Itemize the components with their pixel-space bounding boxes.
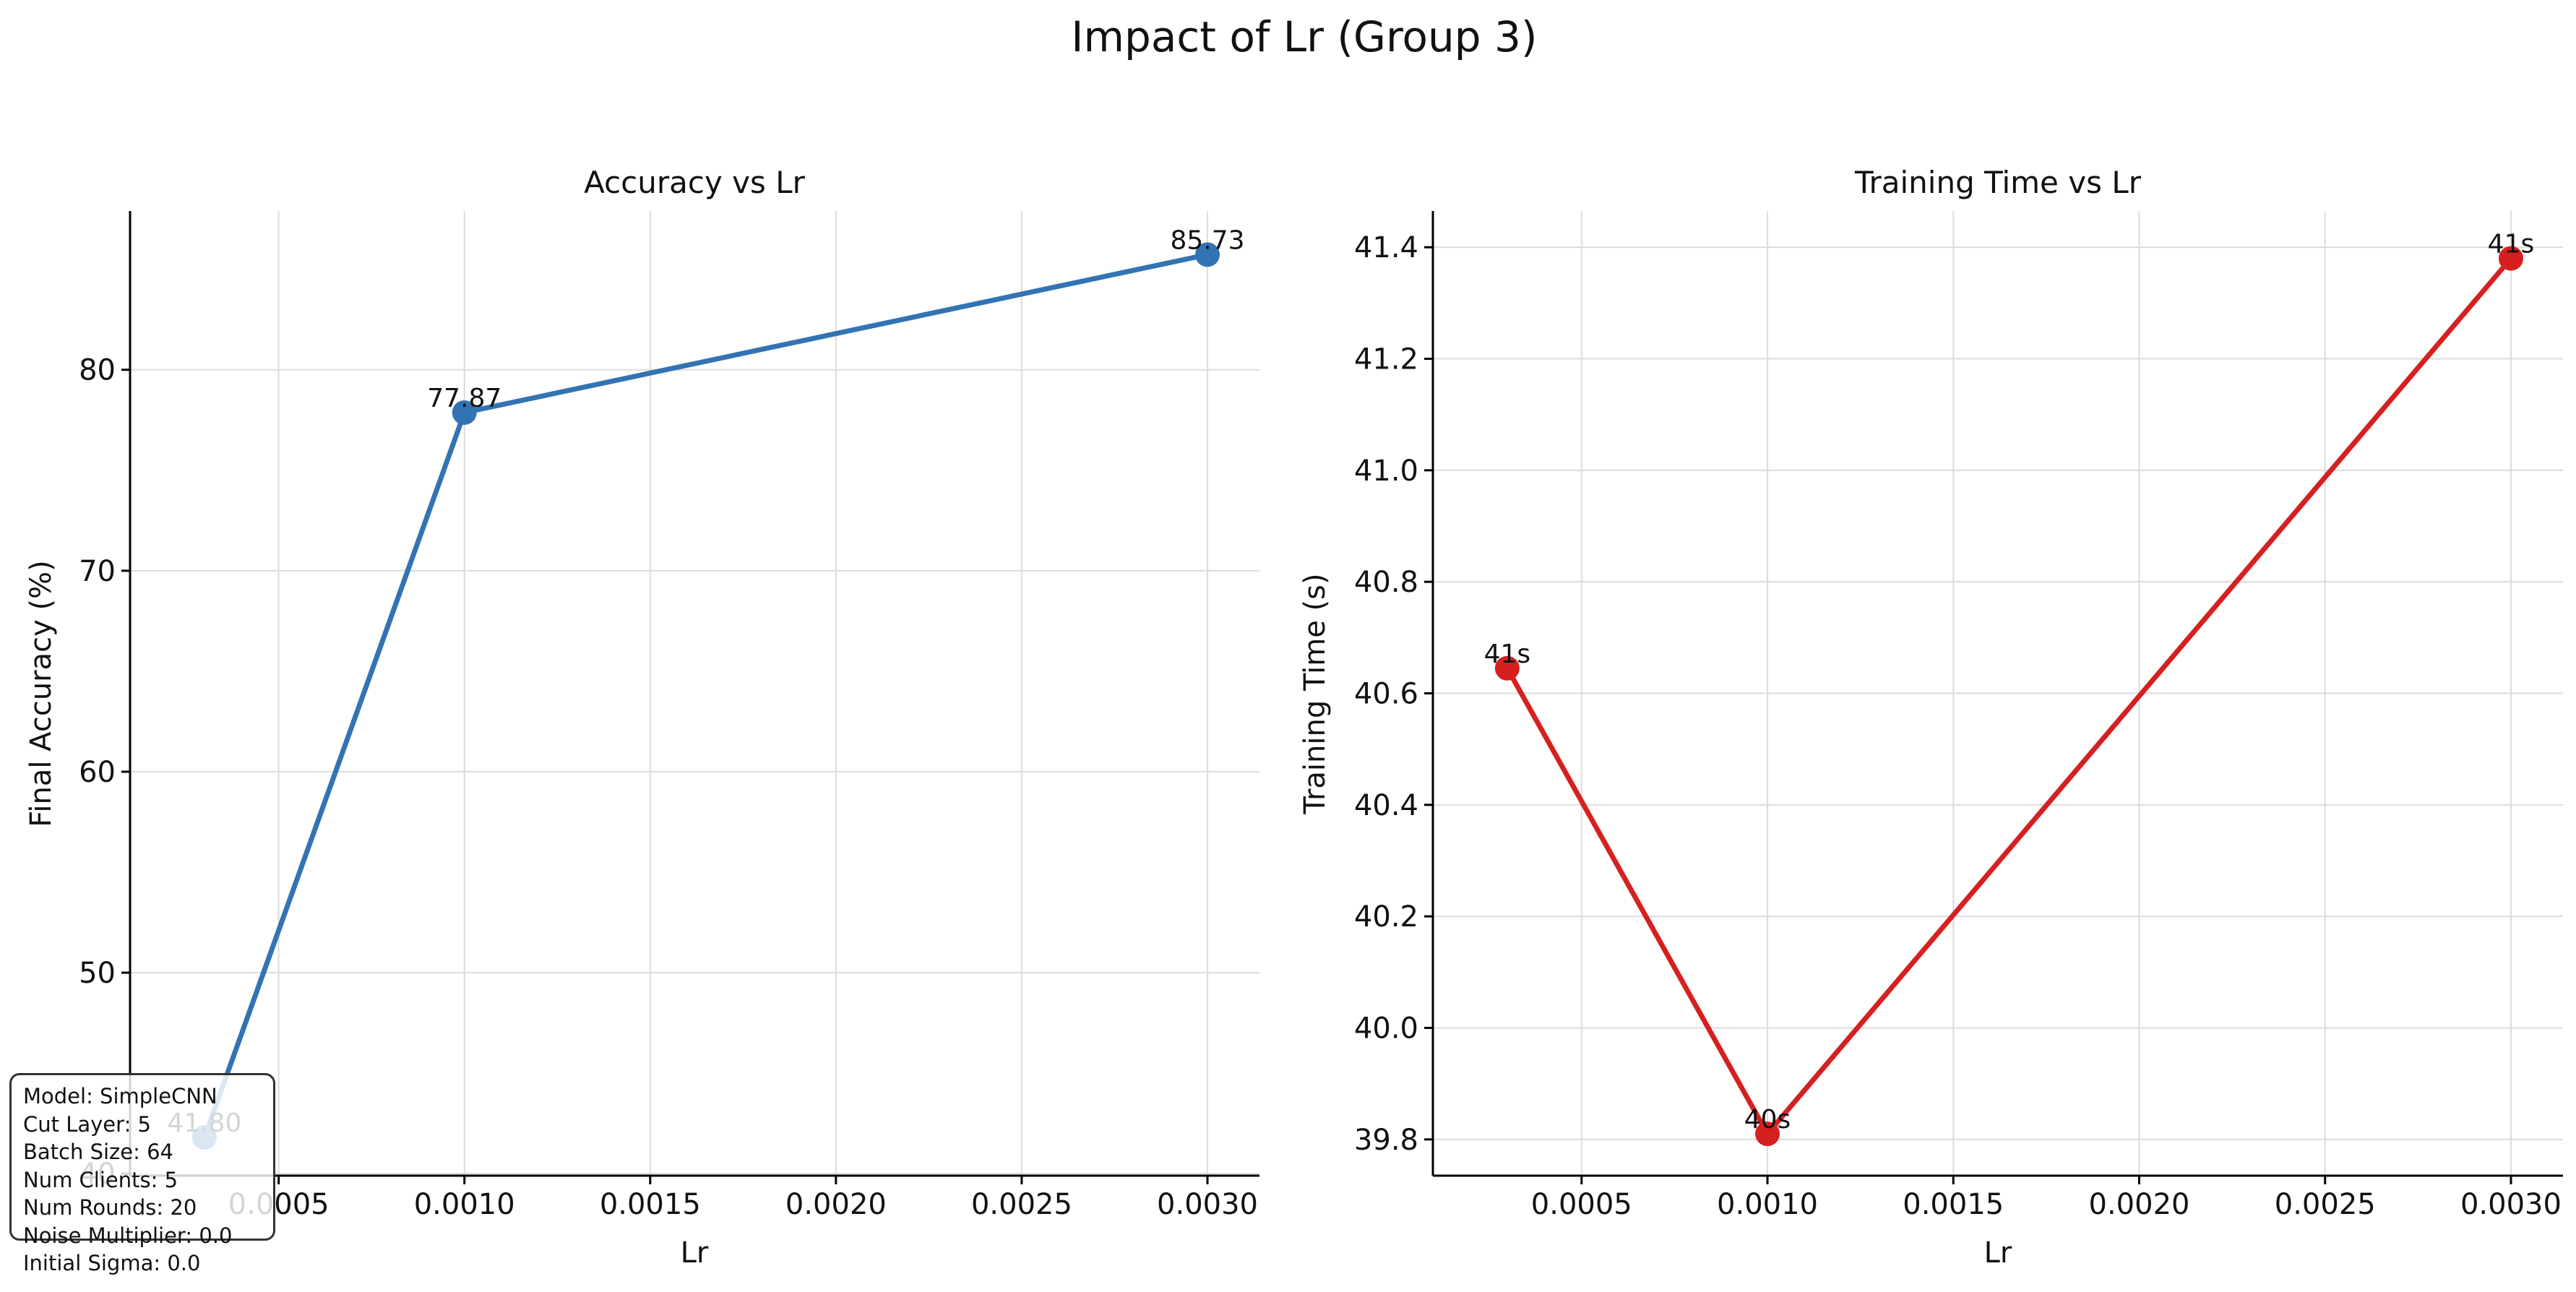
training-time-chart-title: Training Time vs Lr <box>1854 165 2142 200</box>
training-time-x-tick-label: 0.0025 <box>2275 1188 2376 1221</box>
training-time-y-tick-label: 40.4 <box>1354 789 1418 822</box>
training-time-x-tick-label: 0.0030 <box>2460 1188 2562 1221</box>
training-time-x-tick-label: 0.0010 <box>1717 1188 1818 1221</box>
training-time-chart: Training Time vs Lr Lr Training Time (s)… <box>1298 165 2563 1270</box>
info-num-rounds: Num Rounds: 20 <box>23 1195 197 1220</box>
training-time-y-tick-label: 40.6 <box>1354 678 1418 711</box>
training-time-data-point <box>2498 246 2523 271</box>
accuracy-y-tick-label: 50 <box>79 957 116 990</box>
training-time-x-tick-label: 0.0015 <box>1903 1188 2004 1221</box>
accuracy-y-tick-label: 70 <box>79 555 116 588</box>
training-time-data-label: 40s <box>1744 1105 1791 1134</box>
training-time-y-tick-label: 41.4 <box>1354 231 1418 264</box>
training-time-series-line <box>1504 257 2513 1137</box>
accuracy-chart: Accuracy vs Lr Lr Final Accuracy (%) 0.0… <box>25 165 1259 1270</box>
accuracy-data-label: 77.87 <box>427 384 501 413</box>
training-time-x-tick-label: 0.0005 <box>1531 1188 1632 1221</box>
training-time-y-tick-label: 40.0 <box>1354 1012 1418 1046</box>
training-time-x-tick-label: 0.0020 <box>2089 1188 2190 1221</box>
accuracy-y-tick-label: 80 <box>79 354 116 387</box>
accuracy-x-tick-label: 0.0010 <box>414 1188 515 1221</box>
accuracy-series-line <box>202 251 1208 1139</box>
training-time-data-label: 41s <box>1484 639 1531 669</box>
training-time-y-axis-label: Training Time (s) <box>1298 573 1332 814</box>
info-initial-sigma: Initial Sigma: 0.0 <box>23 1251 201 1275</box>
training-time-x-axis-label: Lr <box>1984 1236 2012 1270</box>
training-time-data-point <box>1755 1121 1780 1147</box>
training-time-data-point <box>1494 655 1520 681</box>
accuracy-data-point <box>452 400 477 425</box>
info-noise-multiplier: Noise Multiplier: 0.0 <box>23 1223 233 1248</box>
accuracy-data-label: 85.73 <box>1170 225 1244 255</box>
accuracy-x-tick-label: 0.0025 <box>971 1188 1072 1221</box>
training-time-y-tick-label: 39.8 <box>1354 1124 1418 1157</box>
info-batch-size: Batch Size: 64 <box>23 1140 173 1164</box>
accuracy-x-tick-label: 0.0030 <box>1157 1188 1258 1221</box>
info-model: Model: SimpleCNN <box>23 1084 217 1108</box>
accuracy-x-axis-label: Lr <box>681 1236 709 1270</box>
accuracy-y-tick-label: 60 <box>79 756 116 789</box>
figure-title: Impact of Lr (Group 3) <box>1071 12 1537 61</box>
training-time-data-label: 41s <box>2488 230 2535 259</box>
training-time-y-tick-label: 41.0 <box>1354 455 1418 488</box>
accuracy-x-tick-label: 0.0020 <box>785 1188 887 1221</box>
training-time-y-tick-label: 40.8 <box>1354 566 1418 599</box>
accuracy-data-point <box>1195 242 1220 267</box>
training-time-y-tick-label: 41.2 <box>1354 343 1418 376</box>
training-time-y-tick-label: 40.2 <box>1354 900 1418 934</box>
accuracy-chart-title: Accuracy vs Lr <box>584 165 806 200</box>
experiment-info-box: Model: SimpleCNN Cut Layer: 5 Batch Size… <box>9 1073 275 1275</box>
accuracy-x-tick-label: 0.0015 <box>600 1188 701 1221</box>
info-num-clients: Num Clients: 5 <box>23 1167 178 1192</box>
info-cut-layer: Cut Layer: 5 <box>23 1111 152 1137</box>
accuracy-y-axis-label: Final Accuracy (%) <box>25 560 58 827</box>
